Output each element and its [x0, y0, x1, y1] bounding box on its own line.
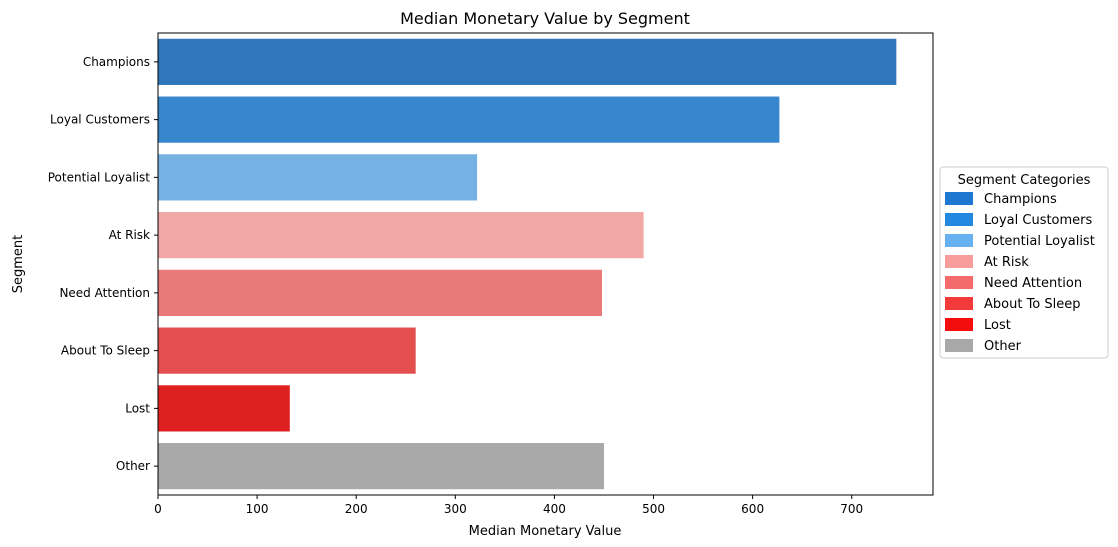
- legend-swatch-other: [945, 339, 973, 352]
- legend-swatch-potential-loyalist: [945, 234, 973, 247]
- legend: Segment Categories Champions Loyal Custom…: [939, 166, 1109, 359]
- legend-label-about-to-sleep: About To Sleep: [984, 297, 1081, 312]
- bar-other: [158, 443, 604, 490]
- y-axis-label: Segment: [11, 235, 26, 294]
- y-tick-label-lost: Lost: [125, 401, 150, 415]
- x-tick-label-100: 100: [246, 502, 269, 516]
- bar-need-attention: [158, 269, 602, 316]
- legend-swatch-at-risk: [945, 255, 973, 268]
- legend-swatch-loyal-customers: [945, 213, 973, 226]
- x-tick-label-0: 0: [154, 502, 162, 516]
- y-tick-label-champions: Champions: [83, 55, 150, 69]
- y-tick-label-at-risk: At Risk: [109, 228, 150, 242]
- bar-about-to-sleep: [158, 327, 416, 374]
- legend-swatch-need-attention: [945, 276, 973, 289]
- x-tick-label-200: 200: [345, 502, 368, 516]
- bar-lost: [158, 385, 290, 432]
- chart-title: Median Monetary Value by Segment: [400, 9, 690, 28]
- legend-label-need-attention: Need Attention: [984, 276, 1082, 291]
- legend-label-potential-loyalist: Potential Loyalist: [984, 234, 1095, 249]
- legend-swatch-champions: [945, 192, 973, 205]
- x-tick-label-400: 400: [543, 502, 566, 516]
- legend-box: [939, 166, 1109, 359]
- bar-loyal-customers: [158, 96, 780, 143]
- y-tick-label-about-to-sleep: About To Sleep: [61, 344, 150, 358]
- legend-label-other: Other: [984, 339, 1022, 354]
- legend-title: Segment Categories: [958, 173, 1091, 188]
- y-tick-label-other: Other: [116, 459, 150, 473]
- legend-swatch-about-to-sleep: [945, 297, 973, 310]
- x-tick-label-300: 300: [444, 502, 467, 516]
- bar-potential-loyalist: [158, 154, 478, 201]
- x-axis-ticks: 0 100 200 300 400 500 600 700: [154, 495, 863, 516]
- y-tick-label-loyal-customers: Loyal Customers: [50, 113, 150, 127]
- x-axis-label: Median Monetary Value: [469, 524, 622, 539]
- bar-at-risk: [158, 212, 644, 259]
- legend-label-loyal-customers: Loyal Customers: [984, 213, 1093, 228]
- plot-frame: [157, 32, 934, 496]
- x-tick-label-600: 600: [741, 502, 764, 516]
- legend-entries: Champions Loyal Customers Potential Loyali…: [945, 192, 1095, 354]
- legend-label-at-risk: At Risk: [984, 255, 1029, 270]
- legend-label-champions: Champions: [984, 192, 1057, 207]
- x-tick-label-500: 500: [642, 502, 665, 516]
- y-tick-label-potential-loyalist: Potential Loyalist: [48, 170, 151, 184]
- y-tick-label-need-attention: Need Attention: [59, 286, 150, 300]
- bars-group: [158, 38, 897, 490]
- bar-champions: [158, 38, 897, 85]
- legend-swatch-lost: [945, 318, 973, 331]
- x-tick-label-700: 700: [840, 502, 863, 516]
- y-axis-ticks: Champions Loyal Customers Potential Loyali…: [48, 55, 158, 473]
- legend-label-lost: Lost: [984, 318, 1011, 333]
